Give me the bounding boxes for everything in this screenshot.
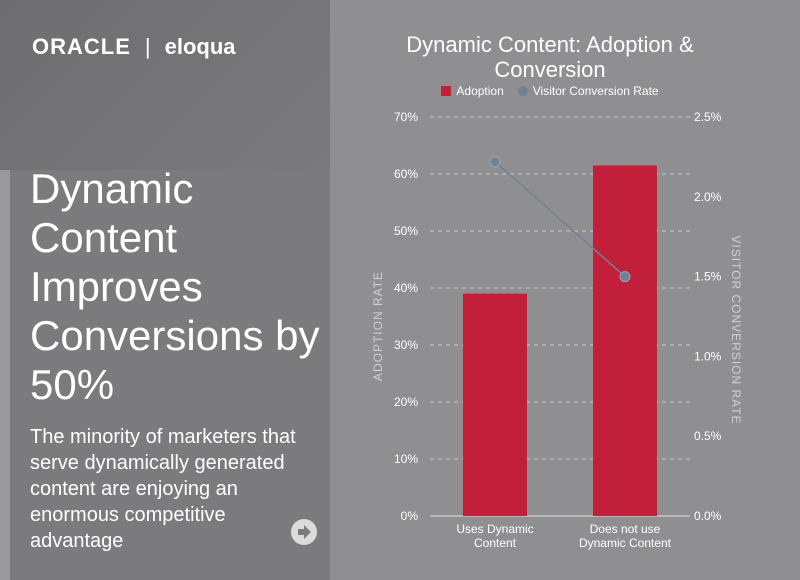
x-category-label: Does not use xyxy=(590,522,661,536)
x-category-label: Content xyxy=(474,536,517,550)
y-tick-label: 60% xyxy=(394,167,418,181)
y-tick-label: 10% xyxy=(394,452,418,466)
y-tick-label: 30% xyxy=(394,338,418,352)
accent-bar xyxy=(0,170,10,580)
bar-adoption xyxy=(463,293,527,516)
arrow-right-icon xyxy=(298,525,311,539)
legend-swatch-adoption xyxy=(441,86,452,96)
conversion-point xyxy=(619,271,631,283)
chart-title: Dynamic Content: Adoption & Conversion xyxy=(406,32,694,82)
y-tick-label: 20% xyxy=(394,395,418,409)
y-tick-label: 0% xyxy=(401,509,419,523)
y2-tick-label: 1.5% xyxy=(694,270,722,284)
brand-header xyxy=(0,0,330,170)
chart-legend: Adoption Visitor Conversion Rate xyxy=(380,84,720,98)
eloqua-logo: eloqua xyxy=(164,34,236,59)
legend-label-conversion: Visitor Conversion Rate xyxy=(532,84,659,98)
y2-tick-label: 2.0% xyxy=(694,190,722,204)
legend-item-conversion: Visitor Conversion Rate xyxy=(517,84,659,98)
conversion-line xyxy=(494,161,626,278)
legend-swatch-conversion xyxy=(517,86,528,96)
conversion-point xyxy=(489,156,501,168)
x-category-label: Dynamic Content xyxy=(579,536,672,550)
y-tick-label: 40% xyxy=(394,281,418,295)
legend-item-adoption: Adoption xyxy=(441,84,504,98)
y-tick-label: 70% xyxy=(394,110,418,124)
y2-tick-label: 0.5% xyxy=(694,429,722,443)
x-category-label: Uses Dynamic xyxy=(456,522,533,536)
headline: Dynamic Content Improves Conversions by … xyxy=(30,165,320,408)
subtext: The minority of marketers that serve dyn… xyxy=(30,426,296,552)
oracle-logo: ORACLE xyxy=(32,34,131,59)
next-button[interactable] xyxy=(291,519,317,545)
logo-separator: | xyxy=(144,34,151,59)
legend-label-adoption: Adoption xyxy=(456,84,504,98)
y2-tick-label: 0.0% xyxy=(694,509,722,523)
brand-logo: ORACLE | eloqua xyxy=(32,34,236,60)
y-tick-label: 50% xyxy=(394,224,418,238)
bar-adoption xyxy=(593,165,657,516)
y2-tick-label: 2.5% xyxy=(694,110,722,124)
y2-tick-label: 1.0% xyxy=(694,349,722,363)
